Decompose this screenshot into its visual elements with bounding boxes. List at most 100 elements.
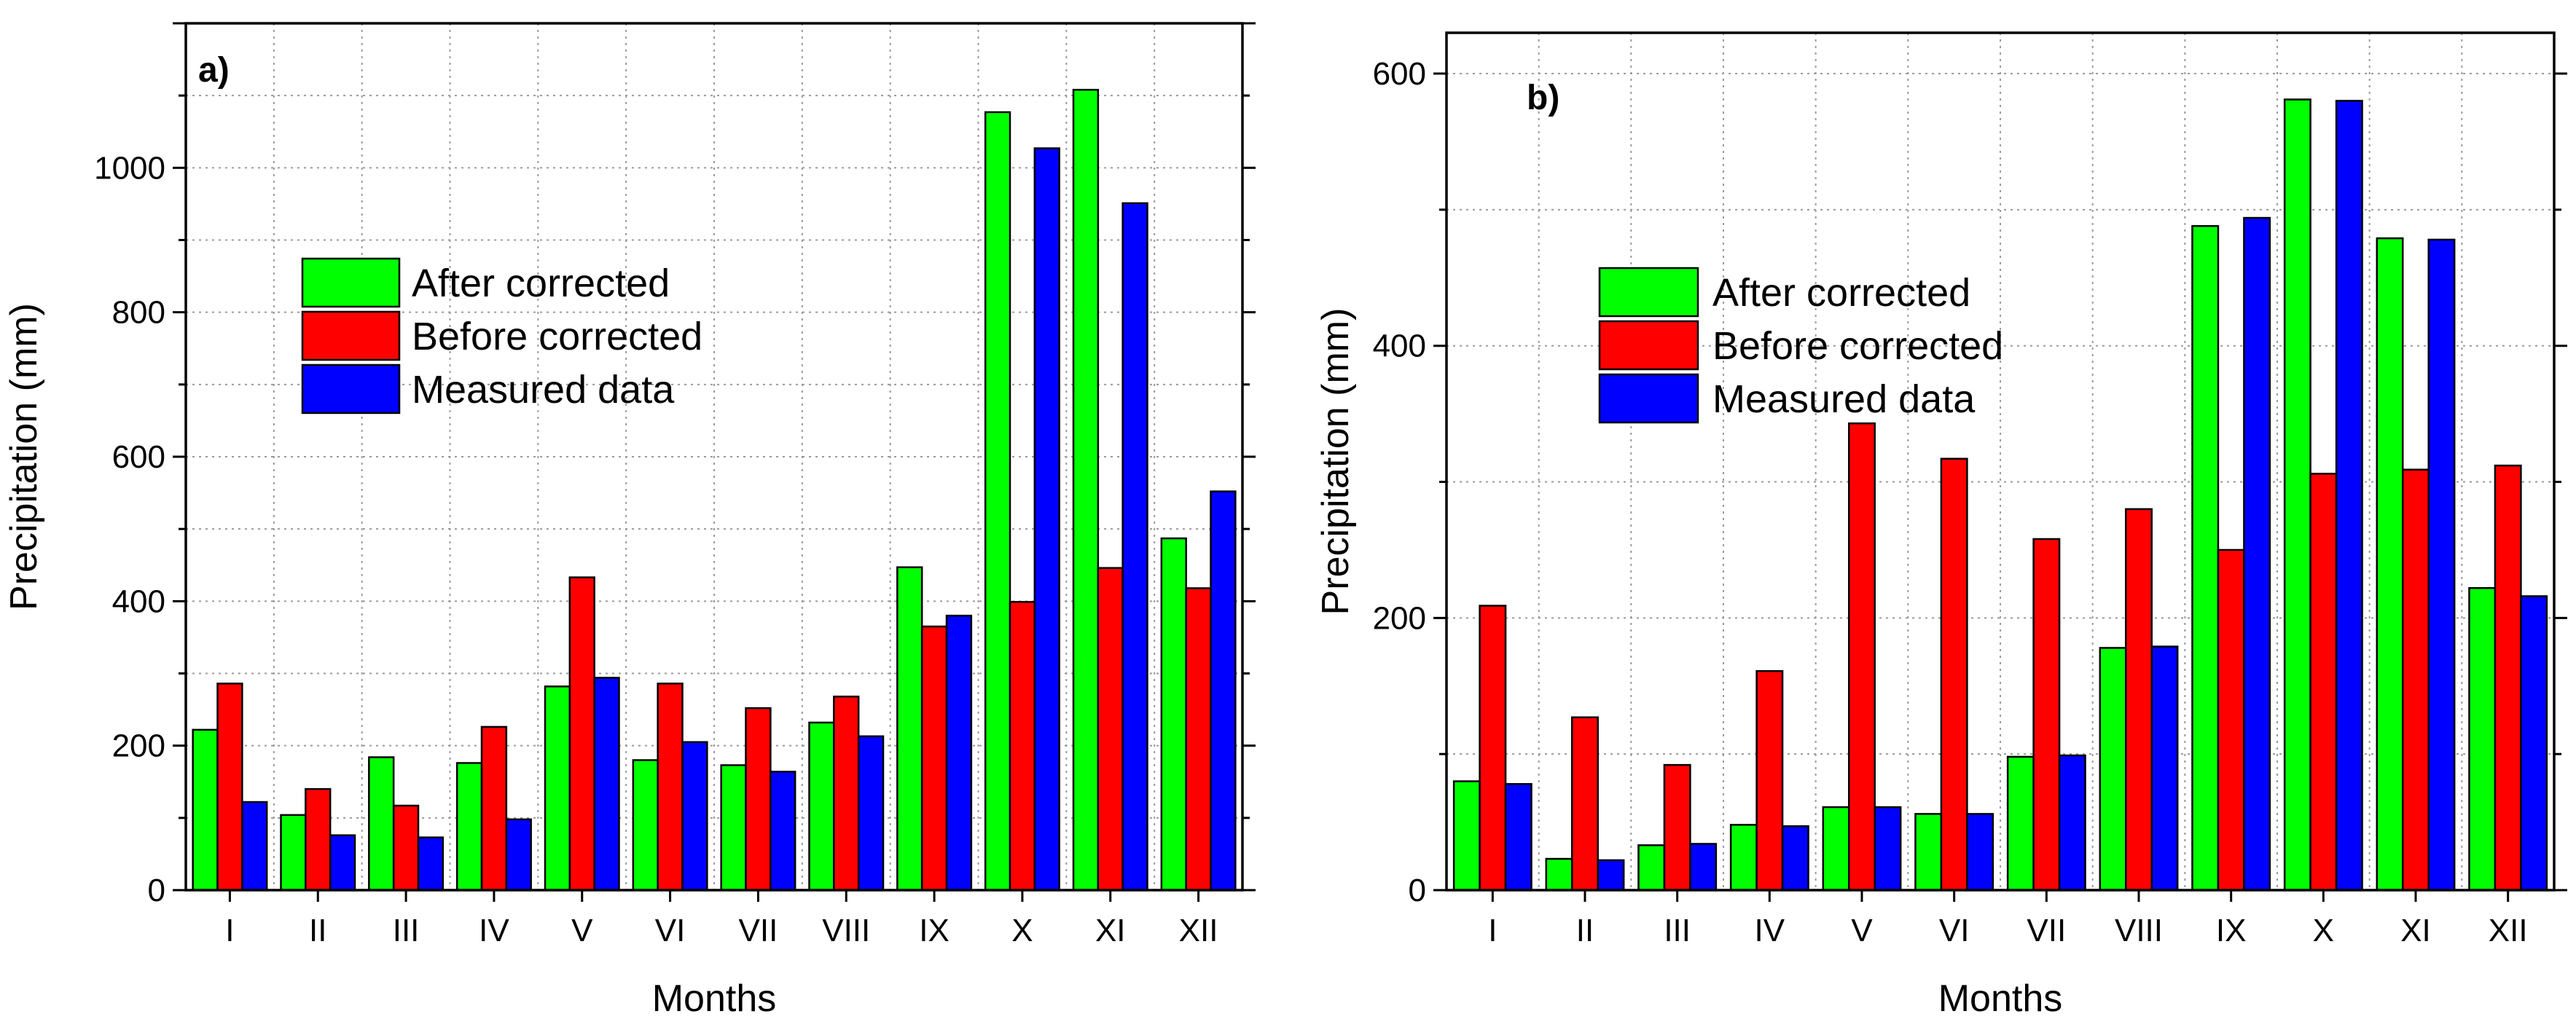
x-tick-label: I — [225, 913, 234, 948]
bar — [1874, 806, 1902, 892]
x-tick-label: VII — [2027, 913, 2066, 948]
bar — [368, 756, 395, 892]
y-tick-label: 800 — [112, 295, 165, 331]
x-tick-label: VI — [1939, 913, 1970, 948]
bar — [1185, 587, 1212, 892]
bar — [1009, 601, 1036, 892]
bar — [2309, 473, 2338, 892]
x-tick-label: XII — [2489, 913, 2528, 948]
legend-label: Before corrected — [1712, 324, 2003, 368]
bar — [2402, 468, 2430, 892]
legend-swatch — [301, 257, 401, 308]
bar — [392, 804, 420, 892]
bar — [1160, 537, 1187, 892]
bar — [2376, 237, 2404, 892]
x-tick-label: VI — [655, 913, 686, 948]
bar — [1479, 605, 1507, 892]
x-tick-label: XII — [1179, 913, 1218, 948]
bar — [1663, 763, 1691, 892]
legend-label: Before corrected — [412, 315, 702, 358]
bar — [945, 614, 973, 892]
panel-label: a) — [198, 51, 230, 90]
y-tick-label: 400 — [112, 583, 165, 619]
bar — [1822, 806, 1850, 892]
bar — [1914, 813, 1943, 892]
chart-panel-b: I II III IV V VI VII VIII IX X XI XII0200400600Mont… — [1315, 31, 2567, 1020]
bar — [808, 721, 835, 892]
bar — [1940, 457, 1968, 892]
bar — [2125, 508, 2153, 892]
x-tick-label: I — [1488, 913, 1497, 948]
y-tick-label: 600 — [112, 439, 165, 475]
bar — [280, 814, 307, 892]
bar — [1781, 825, 1809, 892]
x-tick-label: IV — [1755, 913, 1785, 948]
x-tick-label: III — [393, 913, 420, 948]
plot-frame — [184, 22, 1244, 892]
y-tick-label: 200 — [1373, 600, 1426, 636]
bar — [1571, 716, 1599, 892]
bar — [2520, 595, 2548, 892]
bar — [2243, 216, 2271, 892]
x-tick-label: III — [1664, 913, 1691, 948]
bar — [1072, 88, 1100, 892]
legend-label: Measured data — [412, 368, 675, 412]
bar — [1097, 567, 1124, 892]
bar — [833, 695, 860, 892]
bar — [593, 677, 620, 892]
legend-swatch — [1598, 320, 1699, 371]
plot-frame — [1445, 31, 2556, 892]
bar — [1597, 859, 1625, 892]
legend-swatch — [301, 310, 401, 361]
y-tick-label: 0 — [1409, 873, 1426, 908]
y-axis-title: Precipitation (mm) — [3, 303, 45, 610]
bar — [1504, 783, 1532, 892]
legend-swatch — [1598, 373, 1699, 424]
bar — [2427, 238, 2456, 892]
bar — [1755, 669, 1784, 892]
bar — [2150, 645, 2179, 892]
y-tick-label: 200 — [112, 728, 165, 764]
x-axis-title: Months — [652, 978, 777, 1020]
legend-label: After corrected — [412, 262, 670, 305]
bar — [2006, 755, 2035, 892]
x-tick-label: XI — [1095, 913, 1126, 948]
bar — [2058, 754, 2086, 892]
y-tick-label: 600 — [1373, 56, 1426, 92]
bar — [896, 566, 923, 892]
y-tick-label: 0 — [148, 873, 165, 908]
bar — [2494, 464, 2522, 892]
x-tick-label: IX — [2216, 913, 2247, 948]
x-tick-label: XI — [2400, 913, 2431, 948]
bar — [480, 726, 508, 892]
bar — [770, 771, 796, 892]
x-tick-label: X — [1011, 913, 1033, 948]
legend-swatch — [301, 363, 401, 414]
bar — [192, 728, 219, 892]
bar — [2335, 100, 2363, 892]
bar — [1121, 202, 1148, 892]
legend: After corrected Before corrected Measured … — [301, 257, 702, 414]
legend-label: After corrected — [1712, 271, 1970, 315]
bar — [1729, 824, 1758, 892]
chart-panel-a: I II III IV V VI VII VIII IX X XI XII02004006008001… — [3, 22, 1256, 1020]
bar — [2217, 549, 2245, 892]
x-tick-label: IV — [479, 913, 509, 948]
bar — [632, 759, 659, 892]
x-axis-title: Months — [1938, 978, 2063, 1020]
bar — [2032, 538, 2061, 892]
x-tick-label: IX — [919, 913, 950, 948]
x-tick-label: VIII — [2115, 913, 2163, 948]
bar — [2283, 98, 2311, 892]
bar — [455, 762, 483, 892]
bar — [1210, 490, 1237, 892]
bar — [305, 787, 332, 892]
bar — [329, 834, 356, 892]
bar — [216, 683, 243, 892]
bar — [568, 576, 595, 892]
legend-label: Measured data — [1712, 377, 1976, 421]
bar — [241, 801, 268, 892]
bar — [1966, 813, 1994, 892]
bar — [745, 707, 772, 892]
